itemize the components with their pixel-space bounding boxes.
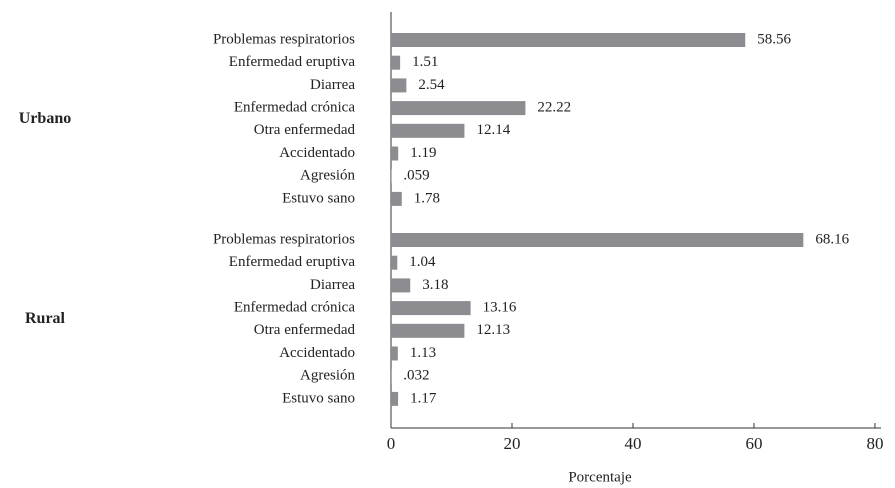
group-label: Urbano [19, 110, 71, 127]
bar [391, 101, 526, 116]
category-label: Enfermedad crónica [234, 300, 356, 316]
category-label: Diarrea [310, 277, 355, 293]
category-label: Estuvo sano [282, 390, 355, 406]
category-label: Agresión [300, 168, 355, 184]
value-label: 1.78 [414, 190, 440, 206]
value-label: 1.17 [410, 390, 437, 406]
bar [391, 33, 746, 47]
value-label: .059 [403, 168, 429, 184]
bar [391, 78, 407, 93]
value-label: 22.22 [537, 100, 571, 116]
x-tick-label: 60 [745, 434, 762, 453]
value-label: 12.14 [476, 122, 510, 138]
bar [391, 278, 411, 293]
bar [391, 191, 402, 206]
value-label: 1.51 [412, 54, 438, 70]
category-label: Otra enfermedad [254, 322, 356, 338]
value-label: .032 [403, 368, 429, 384]
value-label: 2.54 [418, 77, 445, 93]
x-axis-label: Porcentaje [568, 469, 632, 485]
bar [391, 323, 465, 338]
value-label: 1.04 [409, 254, 436, 270]
bar [391, 391, 399, 406]
category-label: Enfermedad eruptiva [229, 54, 356, 70]
category-label: Enfermedad eruptiva [229, 254, 356, 270]
x-tick-label: 80 [866, 434, 883, 453]
bar [391, 233, 804, 247]
x-tick-label: 20 [503, 434, 520, 453]
category-label: Diarrea [310, 77, 355, 93]
bar [391, 55, 401, 70]
bar [391, 346, 398, 361]
value-label: 12.13 [476, 322, 510, 338]
category-label: Accidentado [279, 145, 355, 161]
x-tick-label: 40 [624, 434, 641, 453]
bar [391, 301, 471, 316]
x-tick-label: 0 [387, 434, 396, 453]
category-label: Agresión [300, 368, 355, 384]
value-label: 1.13 [410, 345, 436, 361]
value-label: 3.18 [422, 277, 448, 293]
value-label: 1.19 [410, 145, 436, 161]
bar [391, 255, 398, 270]
category-label: Otra enfermedad [254, 122, 356, 138]
category-label: Accidentado [279, 345, 355, 361]
category-label: Enfermedad crónica [234, 100, 356, 116]
bar [391, 123, 465, 138]
bar [391, 146, 399, 161]
group-label: Rural [25, 310, 66, 327]
value-label: 58.56 [757, 31, 791, 47]
category-label: Estuvo sano [282, 190, 355, 206]
category-label: Problemas respiratorios [213, 31, 355, 47]
category-label: Problemas respiratorios [213, 231, 355, 247]
value-label: 68.16 [815, 231, 849, 247]
value-label: 13.16 [483, 300, 517, 316]
